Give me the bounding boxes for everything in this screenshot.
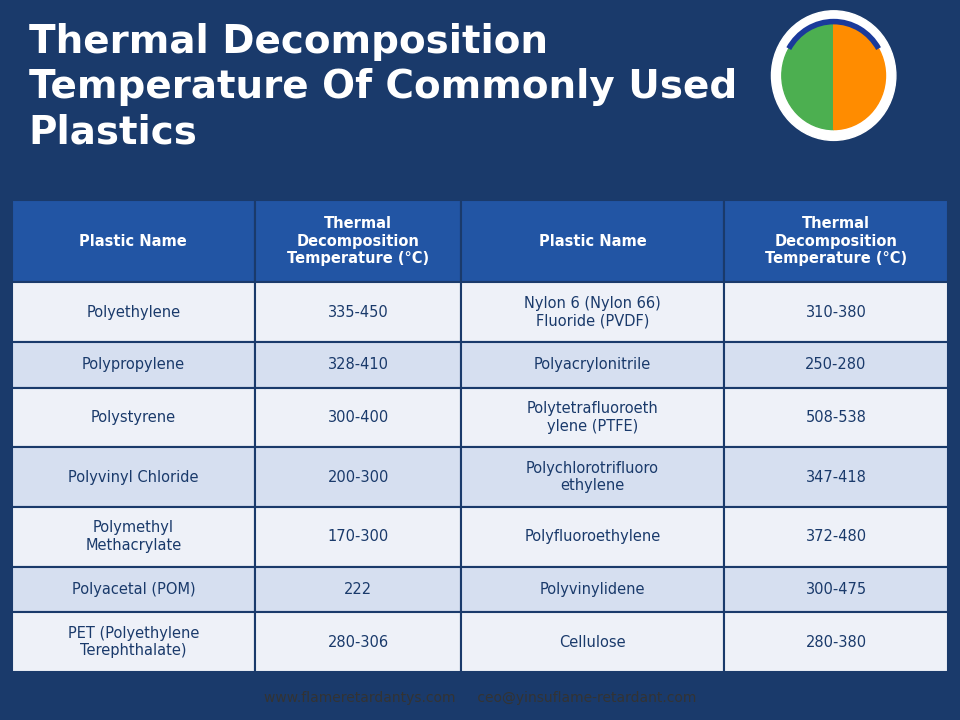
FancyBboxPatch shape (255, 282, 461, 342)
Text: Thermal Decomposition
Temperature Of Commonly Used
Plastics: Thermal Decomposition Temperature Of Com… (29, 23, 737, 152)
FancyBboxPatch shape (461, 342, 724, 387)
Text: Cellulose: Cellulose (559, 634, 626, 649)
Text: 300-400: 300-400 (327, 410, 389, 425)
FancyBboxPatch shape (461, 613, 724, 672)
Text: Polytetrafluoroeth
ylene (PTFE): Polytetrafluoroeth ylene (PTFE) (527, 401, 659, 433)
FancyBboxPatch shape (255, 200, 461, 282)
Text: 222: 222 (344, 582, 372, 597)
Text: 250-280: 250-280 (805, 357, 867, 372)
Text: PET (Polyethylene
Terephthalate): PET (Polyethylene Terephthalate) (67, 626, 199, 658)
Text: 372-480: 372-480 (805, 529, 867, 544)
Text: Polyvinylidene: Polyvinylidene (540, 582, 645, 597)
Circle shape (772, 11, 896, 140)
FancyBboxPatch shape (461, 447, 724, 507)
FancyBboxPatch shape (255, 613, 461, 672)
FancyBboxPatch shape (724, 567, 948, 613)
Text: 347-418: 347-418 (805, 469, 867, 485)
FancyBboxPatch shape (724, 447, 948, 507)
FancyBboxPatch shape (12, 200, 255, 282)
FancyBboxPatch shape (724, 342, 948, 387)
FancyBboxPatch shape (724, 387, 948, 447)
Text: Polyvinyl Chloride: Polyvinyl Chloride (68, 469, 199, 485)
Text: Polyacetal (POM): Polyacetal (POM) (71, 582, 195, 597)
Text: YINSU: YINSU (824, 157, 885, 175)
FancyBboxPatch shape (12, 447, 255, 507)
Text: Polychlorotrifluoro
ethylene: Polychlorotrifluoro ethylene (526, 461, 659, 493)
FancyBboxPatch shape (255, 507, 461, 567)
Text: 170-300: 170-300 (327, 529, 389, 544)
Text: 300-475: 300-475 (805, 582, 867, 597)
Text: Plastic Name: Plastic Name (539, 234, 646, 248)
FancyBboxPatch shape (724, 200, 948, 282)
FancyBboxPatch shape (12, 567, 255, 613)
FancyBboxPatch shape (12, 282, 255, 342)
FancyBboxPatch shape (255, 447, 461, 507)
Text: Polyfluoroethylene: Polyfluoroethylene (524, 529, 660, 544)
Text: Polymethyl
Methacrylate: Polymethyl Methacrylate (85, 521, 181, 553)
FancyBboxPatch shape (12, 387, 255, 447)
Text: 280-380: 280-380 (805, 634, 867, 649)
FancyBboxPatch shape (461, 507, 724, 567)
Text: 200-300: 200-300 (327, 469, 389, 485)
FancyBboxPatch shape (461, 200, 724, 282)
Text: 328-410: 328-410 (327, 357, 389, 372)
Wedge shape (781, 22, 833, 130)
FancyBboxPatch shape (461, 567, 724, 613)
FancyBboxPatch shape (12, 342, 255, 387)
Text: Polyacrylonitrile: Polyacrylonitrile (534, 357, 651, 372)
Text: 280-306: 280-306 (327, 634, 389, 649)
Text: Thermal
Decomposition
Temperature (°C): Thermal Decomposition Temperature (°C) (287, 216, 429, 266)
Text: Thermal
Decomposition
Temperature (°C): Thermal Decomposition Temperature (°C) (765, 216, 907, 266)
FancyBboxPatch shape (12, 613, 255, 672)
Text: 508-538: 508-538 (805, 410, 867, 425)
Text: www.flameretardantys.com     ceo@yinsuflame-retardant.com: www.flameretardantys.com ceo@yinsuflame-… (264, 691, 696, 706)
FancyBboxPatch shape (461, 282, 724, 342)
FancyBboxPatch shape (724, 613, 948, 672)
FancyBboxPatch shape (255, 567, 461, 613)
FancyBboxPatch shape (255, 387, 461, 447)
FancyBboxPatch shape (255, 342, 461, 387)
Text: 310-380: 310-380 (805, 305, 867, 320)
FancyBboxPatch shape (12, 507, 255, 567)
FancyBboxPatch shape (724, 282, 948, 342)
Text: Polypropylene: Polypropylene (82, 357, 185, 372)
Wedge shape (833, 22, 885, 130)
Text: Plastic Name: Plastic Name (80, 234, 187, 248)
FancyBboxPatch shape (461, 387, 724, 447)
Text: Nylon 6 (Nylon 66)
Fluoride (PVDF): Nylon 6 (Nylon 66) Fluoride (PVDF) (524, 296, 660, 328)
Text: 335-450: 335-450 (327, 305, 389, 320)
FancyBboxPatch shape (724, 507, 948, 567)
Text: Polystyrene: Polystyrene (91, 410, 176, 425)
Text: Polyethylene: Polyethylene (86, 305, 180, 320)
